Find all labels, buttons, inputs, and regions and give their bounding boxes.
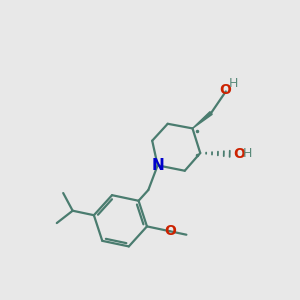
Polygon shape [193, 112, 212, 128]
Text: O: O [164, 224, 176, 238]
Text: H: H [229, 77, 238, 90]
Text: N: N [151, 158, 164, 173]
Text: O: O [234, 147, 245, 161]
Text: O: O [219, 83, 231, 97]
Text: H: H [243, 146, 252, 160]
